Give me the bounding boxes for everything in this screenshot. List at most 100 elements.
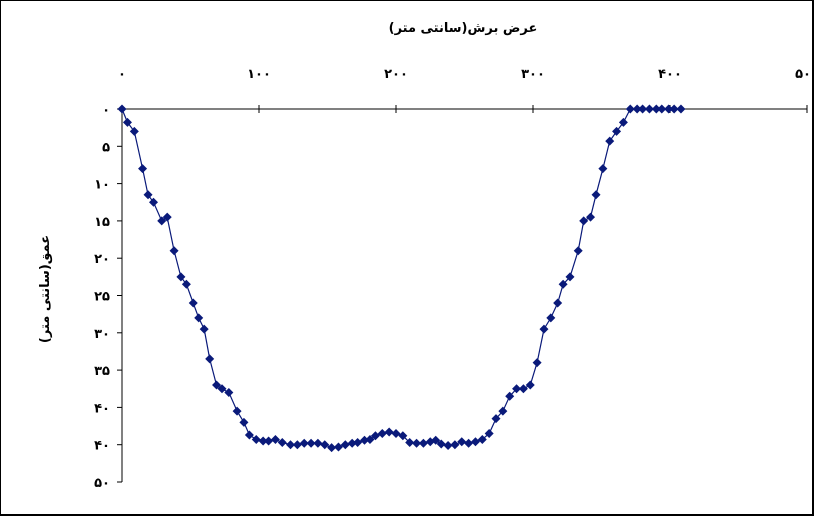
data-point <box>377 429 387 439</box>
data-point <box>436 439 446 449</box>
data-point <box>579 216 589 226</box>
data-point <box>586 212 596 222</box>
data-point <box>546 313 556 323</box>
data-point <box>573 246 583 256</box>
data-point <box>676 104 686 114</box>
data-point <box>292 440 302 450</box>
data-point <box>138 164 148 174</box>
data-point <box>359 435 369 445</box>
data-point <box>340 440 350 450</box>
series-line <box>121 108 681 449</box>
data-point <box>370 431 380 441</box>
y-tick-label: ۱۵ <box>94 215 110 230</box>
x-tick-label: ۴۰۰ <box>658 67 682 82</box>
data-point <box>405 437 415 447</box>
data-point <box>143 190 153 200</box>
data-point <box>498 406 508 416</box>
data-point <box>217 384 227 394</box>
data-point <box>258 436 268 446</box>
x-tick-label: ۳۰۰ <box>521 67 545 82</box>
data-point <box>470 437 480 447</box>
y-tick-label: ۵ <box>102 140 110 155</box>
x-tick-label: ۰ <box>118 67 126 82</box>
data-point <box>286 440 296 450</box>
data-point <box>539 324 549 334</box>
y-tick-label: ۲۰ <box>94 252 110 267</box>
y-tick-label: ۰ <box>102 103 110 118</box>
x-tick-label: ۱۰۰ <box>247 67 271 82</box>
data-point <box>239 417 249 427</box>
data-point <box>117 104 127 114</box>
data-point <box>532 358 542 368</box>
data-point <box>512 384 522 394</box>
data-point <box>457 437 467 447</box>
y-axis-title: عمق(سانتی متر) <box>38 235 53 343</box>
data-point <box>565 272 575 282</box>
data-point <box>651 104 661 114</box>
data-point <box>313 438 323 448</box>
data-point <box>157 216 167 226</box>
data-point <box>353 437 363 447</box>
data-point <box>638 104 648 114</box>
data-point <box>618 117 628 127</box>
data-point <box>418 438 428 448</box>
y-tick-label: ۳۵ <box>94 364 110 379</box>
data-point <box>176 272 186 282</box>
data-point <box>244 430 254 440</box>
data-point <box>664 104 674 114</box>
data-point <box>477 434 487 444</box>
data-point <box>347 438 357 448</box>
data-point <box>431 435 441 445</box>
data-point <box>212 380 222 390</box>
data-point <box>205 354 215 364</box>
data-point <box>181 279 191 289</box>
data-point <box>270 434 280 444</box>
data-point <box>450 440 460 450</box>
y-tick-label: ۴۰ <box>94 401 110 416</box>
data-point <box>162 212 172 222</box>
data-point <box>412 438 422 448</box>
y-tick-label: ۵۰ <box>94 476 110 491</box>
data-point <box>224 387 234 397</box>
data-point <box>320 440 330 450</box>
data-point <box>149 197 159 207</box>
data-point <box>199 324 209 334</box>
data-point <box>391 429 401 439</box>
y-tick-label: ۱۰ <box>94 178 110 193</box>
y-tick-label: ۴۰ <box>94 439 110 454</box>
data-point <box>251 434 261 444</box>
data-point <box>333 442 343 452</box>
data-point <box>491 414 501 424</box>
data-point <box>232 406 242 416</box>
data-point <box>169 246 179 256</box>
data-point <box>306 438 316 448</box>
data-point <box>464 438 474 448</box>
data-point <box>598 164 608 174</box>
data-point <box>122 117 132 127</box>
data-point <box>443 440 453 450</box>
data-point <box>591 190 601 200</box>
series-layer <box>117 104 686 453</box>
data-point <box>277 437 287 447</box>
data-point <box>384 427 394 437</box>
data-point <box>365 434 375 444</box>
data-point <box>194 313 204 323</box>
data-point <box>525 380 535 390</box>
data-point <box>669 104 679 114</box>
y-tick-label: ۳۰ <box>94 327 110 342</box>
data-point <box>553 298 563 308</box>
data-point <box>625 104 635 114</box>
x-tick-label: ۲۰۰ <box>384 67 408 82</box>
data-point <box>612 126 622 136</box>
data-point <box>264 436 274 446</box>
data-point <box>558 279 568 289</box>
data-point <box>505 391 515 401</box>
data-point <box>327 443 337 453</box>
data-point <box>632 104 642 114</box>
axes: ۰ ۱۰۰ ۲۰۰ ۳۰۰ ۴۰۰ ۵۰۰ ۰ ۵ ۱۰ ۱۵ ۲۰ ۲۵ ۳۰ ۳۵ ۴۰ ۴۰ ۵۰ <box>94 67 814 491</box>
data-point <box>398 431 408 441</box>
y-tick-label: ۲۵ <box>94 290 110 305</box>
data-point <box>484 429 494 439</box>
